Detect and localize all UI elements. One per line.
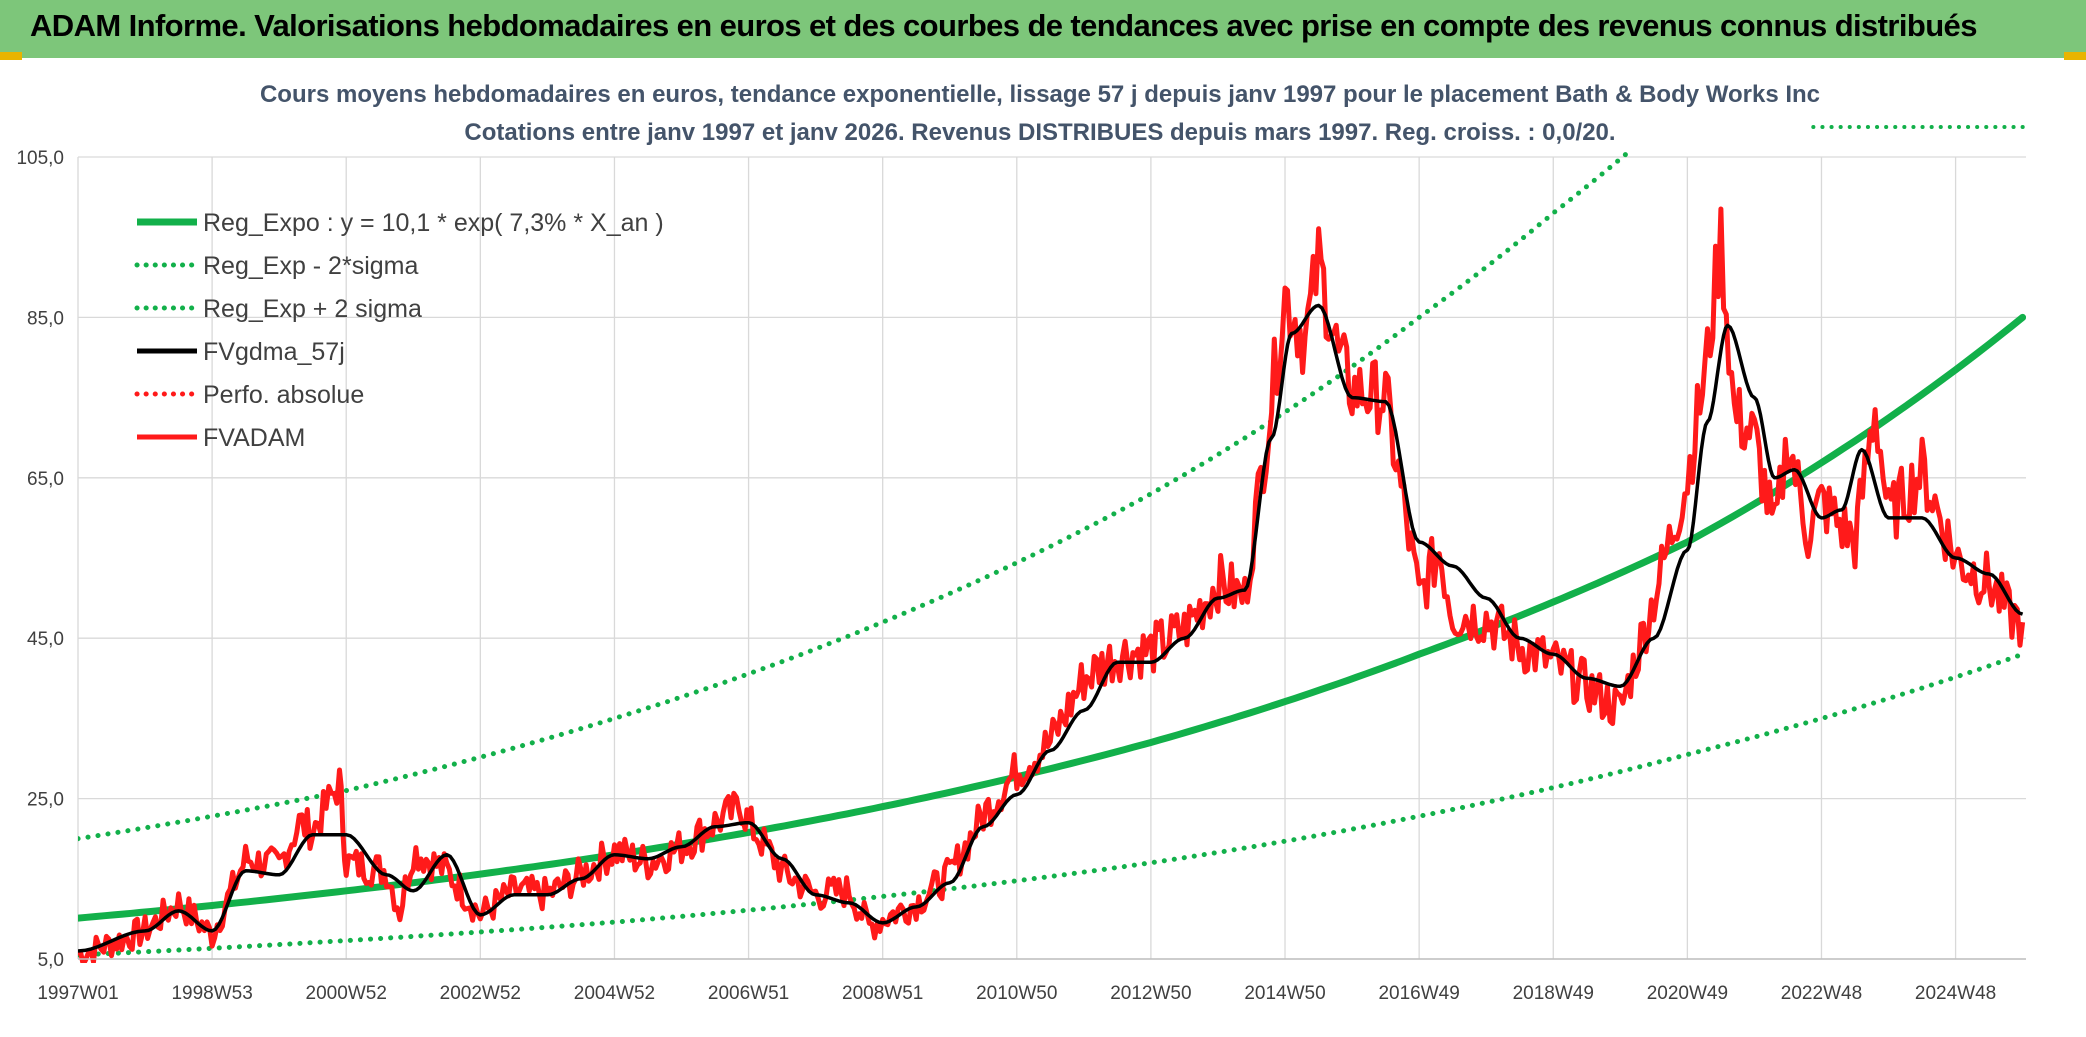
x-tick-label: 2020W49: [1647, 983, 1728, 1004]
x-tick-label: 2022W48: [1781, 983, 1862, 1004]
corner-accent-left: [0, 52, 22, 60]
legend: Reg_Expo : y = 10,1 * exp( 7,3% * X_an )…: [134, 209, 664, 452]
legend-label-fvadam: FVADAM: [203, 424, 305, 452]
chart-area: 5,0 25,0 45,0 65,0 85,0 105,0 1997W01 1998W53 20…: [0, 61, 2086, 1037]
chart-subtitle: Cotations entre janv 1997 et janv 2026. …: [464, 119, 1615, 146]
series-fvadam: [78, 206, 2026, 963]
y-tick-label: 85,0: [27, 308, 64, 329]
series-reg-exp-minus-2sigma: [78, 651, 2026, 958]
title-backdrop: [270, 63, 1810, 147]
x-tick-label: 2006W51: [708, 983, 789, 1004]
grid-layer: [77, 156, 2026, 960]
series-reg-exp-plus-2sigma: [78, 151, 1634, 842]
x-tick-label: 2000W52: [306, 983, 387, 1004]
x-tick-label: 2010W50: [976, 983, 1057, 1004]
legend-label-reg_expo: Reg_Expo : y = 10,1 * exp( 7,3% * X_an ): [203, 209, 664, 237]
legend-label-fvgdma: FVgdma_57j: [203, 338, 345, 366]
y-tick-label: 25,0: [27, 790, 64, 811]
y-tick-label: 105,0: [16, 148, 64, 169]
y-tick-label: 5,0: [38, 950, 64, 971]
header-bar: ADAM Informe. Valorisations hebdomadaire…: [0, 0, 2086, 61]
x-tick-label: 2024W48: [1915, 983, 1996, 1004]
x-tick-label: 1997W01: [37, 983, 118, 1004]
y-tick-label: 45,0: [27, 629, 64, 650]
axis-layer: 5,0 25,0 45,0 65,0 85,0 105,0 1997W01 1998W53 20…: [16, 148, 2026, 1004]
x-tick-label: 1998W53: [171, 983, 252, 1004]
chart-title: Cours moyens hebdomadaires en euros, ten…: [260, 81, 1820, 108]
chart-svg: 5,0 25,0 45,0 65,0 85,0 105,0 1997W01 1998W53 20…: [0, 61, 2086, 1037]
legend-label-reg_plus: Reg_Exp + 2 sigma: [203, 295, 422, 323]
page-title: ADAM Informe. Valorisations hebdomadaire…: [30, 8, 1977, 43]
x-tick-label: 2018W49: [1513, 983, 1594, 1004]
series-fvgdma-57j: [78, 303, 2024, 953]
y-tick-label: 65,0: [27, 469, 64, 490]
x-tick-label: 2004W52: [574, 983, 655, 1004]
legend-label-perfo: Perfo. absolue: [203, 381, 364, 409]
plot-series-group: [78, 151, 2026, 963]
x-tick-label: 2016W49: [1378, 983, 1459, 1004]
x-tick-label: 2012W50: [1110, 983, 1191, 1004]
x-tick-label: 2014W50: [1244, 983, 1325, 1004]
title-layer: Cours moyens hebdomadaires en euros, ten…: [260, 63, 1820, 147]
x-tick-label: 2008W51: [842, 983, 923, 1004]
x-tick-label: 2002W52: [440, 983, 521, 1004]
corner-accent-right: [2064, 52, 2086, 60]
series-layer: [78, 125, 2030, 963]
legend-label-reg_minus: Reg_Exp - 2*sigma: [203, 252, 418, 280]
